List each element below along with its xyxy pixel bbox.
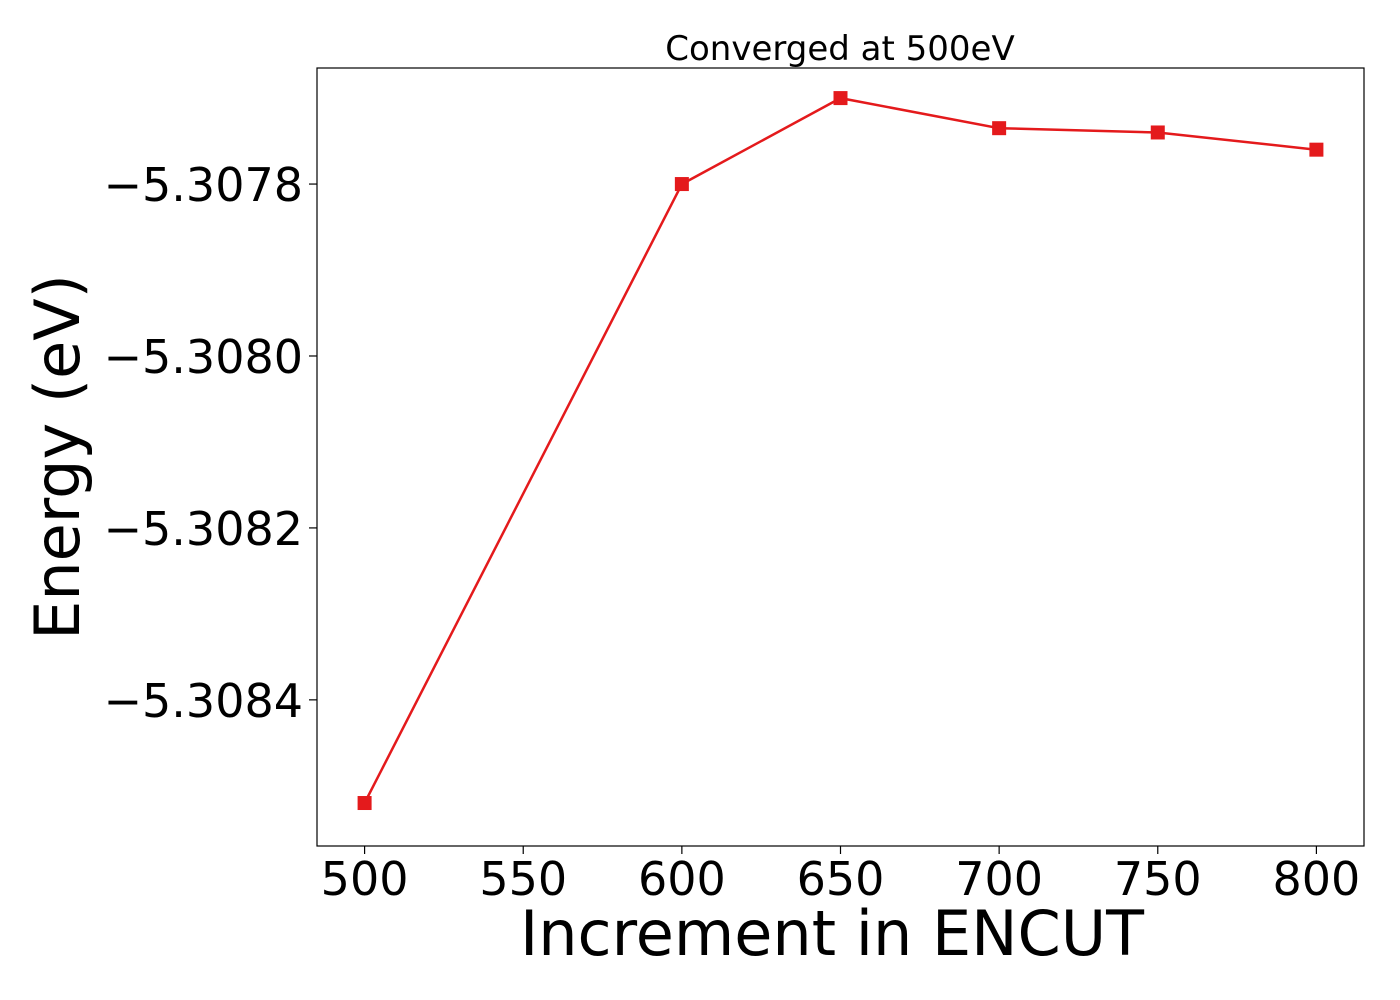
x-tick-label: 550 — [479, 852, 567, 906]
data-point-marker — [1150, 125, 1165, 140]
x-tick-label: 650 — [797, 852, 885, 906]
data-point-marker — [833, 91, 848, 106]
y-tick-label: −5.3080 — [104, 330, 304, 384]
data-point-marker — [674, 177, 689, 192]
chart-title: Converged at 500eV — [665, 29, 1014, 69]
x-tick-label: 800 — [1273, 852, 1361, 906]
series-energy — [357, 91, 1324, 811]
x-tick-label: 500 — [321, 852, 409, 906]
data-point-marker — [992, 121, 1007, 136]
y-axis: −5.3078 −5.3080 −5.3082 −5.3084 — [104, 158, 317, 728]
plot-area-frame — [316, 67, 1365, 847]
x-axis: 500 550 600 650 700 750 800 — [321, 846, 1361, 906]
x-tick-label: 750 — [1114, 852, 1202, 906]
y-tick-label: −5.3084 — [104, 674, 304, 728]
x-tick-label: 700 — [955, 852, 1043, 906]
x-tick-label: 600 — [638, 852, 726, 906]
y-tick-label: −5.3082 — [104, 502, 304, 556]
data-point-marker — [1309, 142, 1324, 157]
data-point-marker — [357, 796, 372, 811]
y-tick-label: −5.3078 — [104, 158, 304, 212]
x-axis-label: Increment in ENCUT — [520, 897, 1145, 970]
y-axis-label: Energy (eV) — [21, 274, 94, 640]
series-line — [363, 96, 1317, 804]
